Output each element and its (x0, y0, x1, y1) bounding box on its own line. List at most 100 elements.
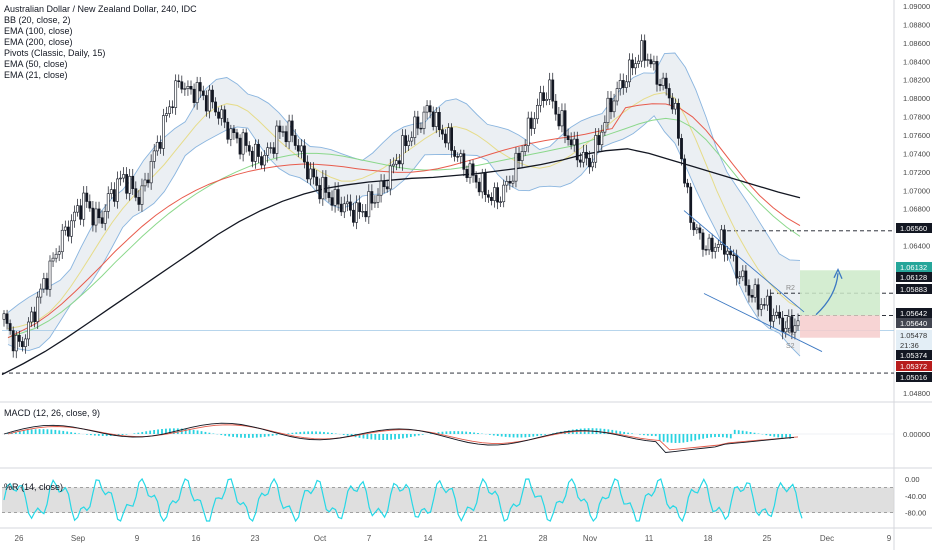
bb-lower (7, 115, 801, 357)
candle-body (192, 88, 196, 103)
candle-body (48, 260, 52, 290)
legend-ema200[interactable]: EMA (200, close) (4, 37, 73, 47)
time-tick-label: 26 (15, 534, 24, 543)
candle-body (370, 191, 374, 204)
candle-body (198, 82, 202, 92)
legend-bb[interactable]: BB (20, close, 2) (4, 15, 71, 25)
macd-legend[interactable]: MACD (12, 26, close, 9) (4, 408, 101, 418)
candle-body (667, 88, 671, 99)
candle-body (634, 63, 637, 69)
candle-body (664, 77, 668, 89)
candle-body (716, 244, 720, 248)
candle-body (45, 278, 49, 290)
candle-body (529, 117, 533, 129)
candle-body (490, 196, 493, 201)
candle-body (542, 92, 545, 101)
candle-body (155, 141, 159, 152)
candle-body (122, 174, 125, 179)
candle-body (296, 145, 300, 152)
candle-body (670, 97, 674, 110)
price-tick-label: 1.09000 (903, 2, 930, 11)
candle-body (149, 161, 153, 184)
time-axis[interactable]: 26 Sep 9 16 23 Oct 7 14 21 28 Nov 11 18 25 Dec 9 (15, 534, 892, 543)
pivot-label: S2 (786, 343, 795, 350)
candle-body (82, 192, 86, 220)
time-tick-label: 25 (763, 534, 772, 543)
candle-body (2, 313, 6, 320)
candle-body (753, 284, 757, 298)
channel-lower (703, 293, 823, 352)
time-tick-label: 23 (251, 534, 260, 543)
candle-body (103, 211, 107, 224)
candle-body (211, 89, 214, 103)
candle-body (100, 217, 104, 224)
candle-body (128, 175, 132, 194)
time-tick-label: 7 (367, 534, 372, 543)
candle-body (689, 186, 693, 223)
candle-body (747, 285, 751, 296)
candle-body (152, 150, 156, 162)
price-tag-bg (896, 340, 932, 350)
candle-body (416, 116, 420, 129)
candle-body (66, 226, 70, 237)
price-axis[interactable]: 1.09000 1.08800 1.08600 1.08400 1.08200 1.080… (896, 2, 932, 518)
price-tick-label: 1.08800 (903, 20, 930, 29)
candle-body (759, 304, 763, 310)
candle-body (793, 325, 797, 333)
candle-body (459, 153, 463, 157)
candle-body (486, 194, 490, 198)
candle-body (269, 147, 273, 149)
candle-body (468, 163, 472, 179)
candle-body (303, 145, 306, 163)
wr-tick-label: 0.00 (905, 475, 920, 484)
candle-body (94, 208, 98, 226)
price-tag-bg (896, 272, 932, 282)
legend-pivots[interactable]: Pivots (Classic, Daily, 15) (4, 48, 106, 58)
candle-body (257, 143, 260, 157)
candle-body (621, 80, 625, 88)
candle-body (575, 138, 579, 161)
candle-body (480, 173, 484, 193)
candle-body (352, 209, 355, 223)
candle-body (640, 40, 644, 62)
candle-body (342, 203, 346, 213)
candle-body (428, 105, 432, 113)
wr-legend[interactable]: %R (14, close) (4, 482, 64, 492)
legend-ema50[interactable]: EMA (50, close) (4, 59, 68, 69)
candle-body (214, 101, 217, 113)
pivot-label: S1 (786, 329, 795, 336)
legend-ema100[interactable]: EMA (100, close) (4, 26, 73, 36)
candle-body (609, 97, 613, 113)
candle-body (723, 229, 726, 255)
candle-body (376, 194, 380, 203)
candle-body (91, 207, 95, 226)
candle-body (496, 187, 499, 203)
price-tag-label: 1.05372 (900, 362, 927, 371)
candle-body (661, 77, 665, 86)
candle-body (554, 100, 558, 115)
price-tag-bg (896, 318, 932, 328)
candle-body (281, 131, 285, 133)
candle-body (8, 323, 12, 331)
candle-body (278, 125, 282, 133)
candle-body (600, 131, 604, 146)
main-legend: Australian Dollar / New Zealand Dollar, … (4, 4, 197, 81)
candle-body (713, 246, 717, 252)
price-tick-label: 1.08200 (903, 76, 930, 85)
candle-body (266, 147, 270, 156)
price-tag-bg (896, 262, 932, 272)
channel-upper (683, 210, 805, 313)
candle-body (220, 109, 224, 119)
symbol-title[interactable]: Australian Dollar / New Zealand Dollar, … (4, 4, 197, 14)
candle-body (627, 59, 631, 83)
candle-body (557, 113, 561, 127)
candle-body (140, 185, 144, 205)
candle-body (692, 222, 696, 231)
candle-body (385, 186, 389, 190)
long-target-zone (800, 270, 880, 316)
candle-body (704, 249, 708, 251)
candle-body (63, 226, 67, 231)
candle-body (719, 229, 723, 245)
legend-ema21[interactable]: EMA (21, close) (4, 70, 68, 80)
